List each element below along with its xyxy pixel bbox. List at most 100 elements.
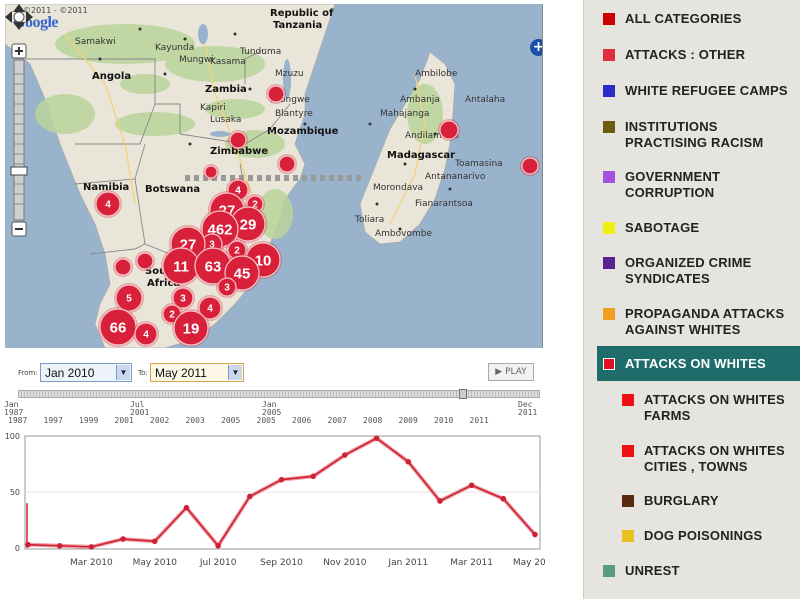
town-label: Mungwi [179,55,214,65]
cluster-marker[interactable] [134,322,158,346]
legend-item[interactable]: GOVERNMENT CORRUPTION [603,169,795,201]
data-point[interactable] [120,536,126,542]
cluster-marker[interactable] [229,131,247,149]
legend-label: WHITE REFUGEE CAMPS [625,83,788,98]
data-point[interactable] [56,542,63,549]
incident-cluster[interactable] [520,156,540,176]
x-tick-label: Nov 2010 [323,558,367,568]
data-point[interactable] [247,493,253,500]
cluster-marker[interactable] [217,277,237,297]
cluster-marker[interactable] [99,308,137,346]
from-date-select[interactable]: Jan 2010 ▼ [40,363,132,382]
zoom-control[interactable] [5,4,33,244]
incident-cluster[interactable]: 5 [114,283,144,313]
data-point[interactable] [278,476,285,483]
legend-item[interactable]: ATTACKS ON WHITES CITIES , TOWNS [622,443,797,475]
incident-cluster[interactable]: 66 [98,307,138,347]
cluster-marker[interactable] [204,165,218,179]
legend-item[interactable]: INSTITUTIONS PRACTISING RACISM [603,119,795,151]
legend-item[interactable]: WHITE REFUGEE CAMPS [603,83,795,99]
cluster-count: 4 [235,186,241,197]
country-label: Republic of [270,8,334,19]
incident-cluster[interactable] [113,257,133,277]
legend-bottom-strip [735,570,800,599]
incident-cluster[interactable] [135,251,155,271]
legend-active-highlight [597,346,800,381]
cluster-marker[interactable] [439,120,459,140]
cluster-marker[interactable] [173,310,209,346]
timeline-year-label: 1987 [8,416,28,425]
data-point[interactable] [468,482,475,489]
legend-item[interactable]: ATTACKS ON WHITES [603,356,795,372]
data-point[interactable] [500,495,507,502]
incident-cluster[interactable]: 29 [229,205,267,243]
incident-cluster[interactable]: 3 [216,276,238,298]
to-date-select[interactable]: May 2011 ▼ [150,363,244,382]
incident-cluster[interactable]: 4 [133,321,159,347]
date-range-controls: From: Jan 2010 ▼ To: May 2011 ▼ ▶ PLAY [10,358,540,388]
data-point[interactable] [405,458,412,465]
color-swatch [622,495,634,507]
data-point[interactable] [151,538,158,545]
country-label: Angola [92,71,131,82]
incident-cluster[interactable] [203,164,219,180]
incident-cluster[interactable]: 11 [161,246,201,286]
cluster-marker[interactable] [95,191,121,217]
legend-item[interactable]: SABOTAGE [603,220,795,236]
incident-cluster[interactable]: 4 [197,295,223,321]
cluster-marker[interactable] [115,284,143,312]
data-point[interactable] [215,542,221,549]
data-point[interactable] [342,452,348,458]
legend-item[interactable]: ATTACKS ON WHITES FARMS [622,392,797,424]
play-button[interactable]: ▶ PLAY [488,363,534,381]
timeline-marker-label: Dec 2011 [518,400,538,417]
legend-item[interactable]: BURGLARY [622,493,797,509]
cluster-marker[interactable] [278,155,296,173]
incident-cluster[interactable]: 4 [94,190,122,218]
data-point[interactable] [25,541,31,548]
cluster-count: 3 [224,283,230,294]
cluster-count: 10 [255,253,272,270]
cluster-marker[interactable] [198,296,222,320]
map-layer-plus-button[interactable]: + [530,39,542,56]
timeline-slider[interactable] [18,389,540,399]
map-copyright: ©2011 - ©2011 [23,6,88,15]
cluster-marker[interactable] [521,157,539,175]
data-point[interactable] [310,473,316,480]
data-point[interactable] [88,544,95,550]
cluster-marker[interactable] [172,287,194,309]
x-tick-label: Sep 2010 [260,558,303,568]
cluster-marker[interactable] [136,252,154,270]
incident-cluster[interactable] [277,154,297,174]
cluster-marker[interactable] [267,85,285,103]
color-swatch [603,257,615,269]
legend-item[interactable]: PROPAGANDA ATTACKS AGAINST WHITES [603,306,795,338]
country-label: Zimbabwe [210,146,268,157]
legend-item[interactable]: UNREST [603,563,795,579]
cluster-count: 4 [143,330,149,341]
from-label: From: [18,369,38,377]
data-point[interactable] [437,498,443,504]
data-point[interactable] [373,435,380,442]
slider-handle[interactable] [459,389,467,399]
incident-cluster[interactable] [438,119,460,141]
cluster-count: 66 [110,320,127,337]
incident-cluster[interactable] [228,130,248,150]
legend-item[interactable]: ORGANIZED CRIME SYNDICATES [603,255,795,287]
legend-label: ORGANIZED CRIME SYNDICATES [625,255,752,286]
incident-cluster[interactable]: 19 [172,309,210,347]
map-view[interactable]: Republic of Tanzania Angola Zambia Mozambiqu… [5,4,543,348]
roads [64,33,426,225]
incident-cluster[interactable] [266,84,286,104]
town-label: Kayunda [155,43,194,53]
incident-cluster[interactable]: 3 [171,286,195,310]
cluster-marker[interactable] [114,258,132,276]
data-point[interactable] [183,504,190,511]
legend-item[interactable]: ALL CATEGORIES [603,11,795,27]
legend-item[interactable]: ATTACKS : OTHER [603,47,795,63]
legend-label: DOG POISONINGS [644,528,763,543]
data-point[interactable] [532,531,538,538]
legend-item[interactable]: DOG POISONINGS [622,528,797,544]
town-label: Tunduma [239,47,281,57]
